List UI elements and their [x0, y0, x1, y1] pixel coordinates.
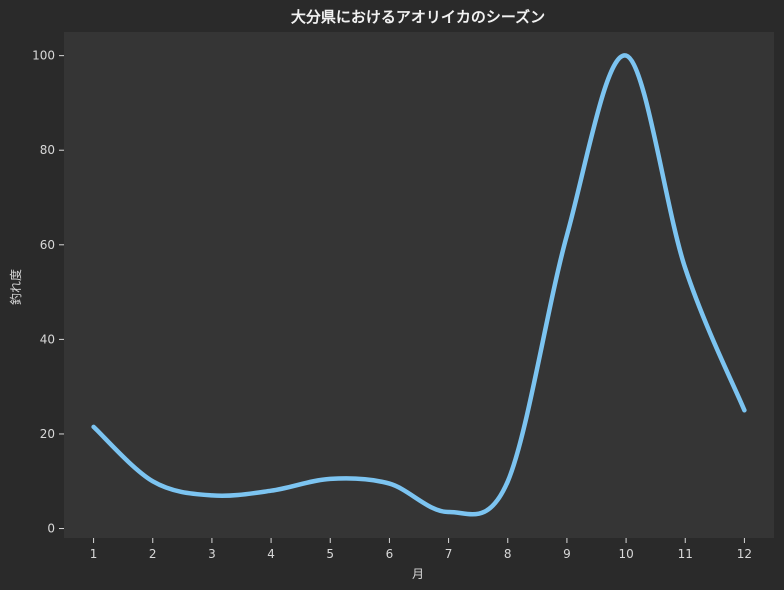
x-tick-label: 10: [618, 547, 633, 561]
x-axis-label: 月: [412, 567, 424, 581]
x-tick-label: 12: [737, 547, 752, 561]
x-tick-label: 8: [504, 547, 512, 561]
x-tick-label: 2: [149, 547, 157, 561]
x-tick-label: 3: [208, 547, 216, 561]
y-tick-label: 40: [40, 332, 55, 346]
x-tick-label: 4: [267, 547, 275, 561]
series-line: [91, 53, 747, 517]
y-tick-label: 60: [40, 238, 55, 252]
y-tick-label: 80: [40, 143, 55, 157]
y-axis-label: 釣れ度: [8, 269, 23, 305]
series-layer: [91, 53, 747, 517]
x-tick-label: 5: [326, 547, 334, 561]
y-tick-label: 20: [40, 427, 55, 441]
y-axis: 0 20 40 60 80 100: [32, 49, 64, 536]
x-axis: 1 2 3 4 5 6 7 8 9 10 11 12: [90, 538, 752, 561]
x-tick-label: 9: [563, 547, 571, 561]
chart-title: 大分県におけるアオリイカのシーズン: [291, 8, 545, 26]
y-tick-label: 0: [47, 522, 55, 536]
x-tick-label: 7: [445, 547, 453, 561]
x-tick-label: 6: [386, 547, 394, 561]
x-tick-label: 1: [90, 547, 98, 561]
plot-area: [64, 32, 774, 538]
y-tick-label: 100: [32, 49, 55, 63]
x-tick-label: 11: [678, 547, 693, 561]
